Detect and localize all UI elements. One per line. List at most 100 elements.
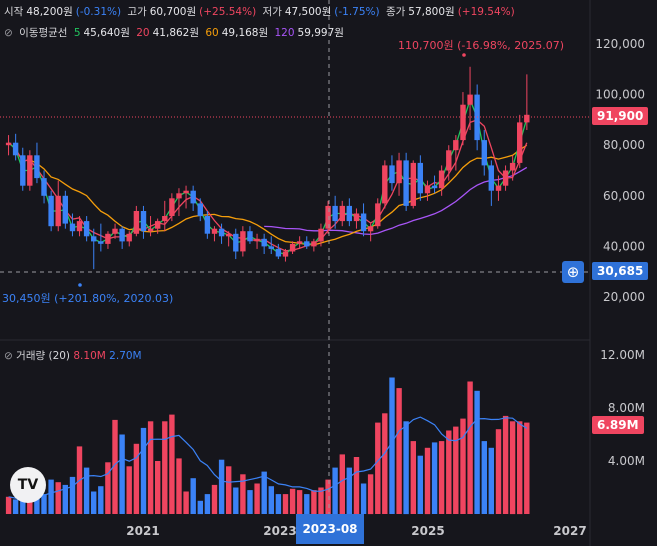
candle-body xyxy=(183,190,189,194)
candle-body xyxy=(438,170,445,189)
ma-legend: ⊘ 이동평균선 5 45,640원 20 41,862원 60 49,168원 120… xyxy=(4,25,347,40)
candle-body xyxy=(417,162,423,194)
candle-body xyxy=(304,241,310,247)
candle-body xyxy=(346,205,352,222)
candle-body xyxy=(502,170,509,186)
volume-bar xyxy=(509,421,516,515)
candle-body xyxy=(375,203,381,227)
candle-body xyxy=(69,223,76,232)
time-tick-label: 2025 xyxy=(411,524,444,538)
volume-bar xyxy=(162,421,168,515)
candle-body xyxy=(147,228,154,232)
volume-bar xyxy=(41,494,47,514)
low-change: (-1.75%) xyxy=(334,6,380,18)
volume-bar xyxy=(62,484,68,514)
volume-tag: 6.89M xyxy=(592,416,644,434)
volume-bar xyxy=(346,467,352,514)
candle-body xyxy=(453,140,459,151)
candles xyxy=(5,66,530,270)
volume-bar xyxy=(105,462,111,514)
volume-bar xyxy=(360,483,367,514)
volume-bars xyxy=(5,377,530,515)
candle-body xyxy=(318,228,324,242)
candle-body xyxy=(91,236,97,242)
candle-body xyxy=(218,228,225,237)
ma60-value: 49,168원 xyxy=(221,27,269,39)
candle-body xyxy=(12,142,19,156)
candle-body xyxy=(112,228,118,234)
crosshair-date-tag: 2023-08 xyxy=(296,514,364,544)
volume-bar xyxy=(69,476,76,514)
candle-body xyxy=(460,104,466,141)
high-value: 60,700원 xyxy=(149,6,197,18)
price-tick-label: 20,000 xyxy=(603,290,645,304)
volume-bar xyxy=(517,421,523,515)
volume-bar xyxy=(240,474,246,515)
grid xyxy=(0,0,591,546)
candle-body xyxy=(382,165,388,204)
volume-bar xyxy=(296,490,303,514)
volume-bar xyxy=(332,467,338,514)
high-label: 고가 xyxy=(127,6,147,18)
volume-bar xyxy=(247,490,253,514)
volume-bar xyxy=(424,447,431,515)
price-tick-label: 80,000 xyxy=(603,138,645,152)
low-annotation: 30,450원 (+201.80%, 2020.03) xyxy=(2,292,174,305)
low-value: 47,500원 xyxy=(284,6,332,18)
candle-body xyxy=(162,216,168,222)
volume-tick-label: 8.00M xyxy=(608,401,645,415)
volume-bar xyxy=(233,487,239,514)
candle-body xyxy=(190,190,196,204)
ma5-period: 5 xyxy=(73,27,81,39)
eye-off-icon[interactable]: ⊘ xyxy=(4,27,13,39)
add-alert-button[interactable]: ⊕ xyxy=(562,261,584,283)
candle-body xyxy=(481,140,487,166)
candle-body xyxy=(247,231,253,242)
candle-body xyxy=(325,205,331,229)
volume-bar xyxy=(417,455,423,514)
ma20-period: 20 xyxy=(136,27,150,39)
candle-body xyxy=(517,122,523,163)
ma5-value: 45,640원 xyxy=(83,27,130,39)
last-price-tag: 91,900 xyxy=(592,107,649,125)
time-tick-label: 2023 xyxy=(263,524,296,538)
open-change: (-0.31%) xyxy=(75,6,122,18)
volume-bar xyxy=(155,461,161,514)
volume-bar xyxy=(98,486,104,514)
eye-off-icon[interactable]: ⊘ xyxy=(4,350,13,362)
volume-value1: 8.10M xyxy=(73,350,106,362)
candle-body xyxy=(311,241,317,247)
candle-body xyxy=(119,228,125,242)
volume-bar xyxy=(48,479,54,514)
volume-tick-label: 4.00M xyxy=(608,454,645,468)
volume-bar xyxy=(410,441,416,514)
volume-bar xyxy=(396,388,402,514)
volume-bar xyxy=(147,421,154,515)
volume-bar xyxy=(403,421,409,515)
volume-bar xyxy=(176,458,182,514)
candle-body xyxy=(282,251,289,257)
volume-bar xyxy=(218,459,225,514)
candle-body xyxy=(509,162,516,171)
volume-bar xyxy=(318,487,324,514)
candle-body xyxy=(83,221,90,237)
volume-bar xyxy=(431,442,438,514)
candle-body xyxy=(332,205,338,222)
candle-body xyxy=(76,221,83,232)
candle-body xyxy=(169,198,175,216)
candle-body xyxy=(524,114,530,123)
candle-body xyxy=(55,195,61,227)
volume-bar xyxy=(275,494,282,514)
volume-value2: 2.70M xyxy=(109,350,142,362)
volume-bar xyxy=(169,414,175,514)
volume-bar xyxy=(389,377,395,514)
open-label: 시작 xyxy=(4,6,24,18)
volume-bar xyxy=(204,494,211,514)
candle-body xyxy=(275,248,282,257)
tradingview-logo[interactable]: TV xyxy=(10,467,46,503)
ma-legend-title: 이동평균선 xyxy=(19,27,68,39)
candle-body xyxy=(367,226,374,232)
candle-body xyxy=(34,155,40,179)
ohlc-header: 시작 48,200원 (-0.31%) 고가 60,700원 (+25.54%) 저가 4… xyxy=(4,4,518,19)
